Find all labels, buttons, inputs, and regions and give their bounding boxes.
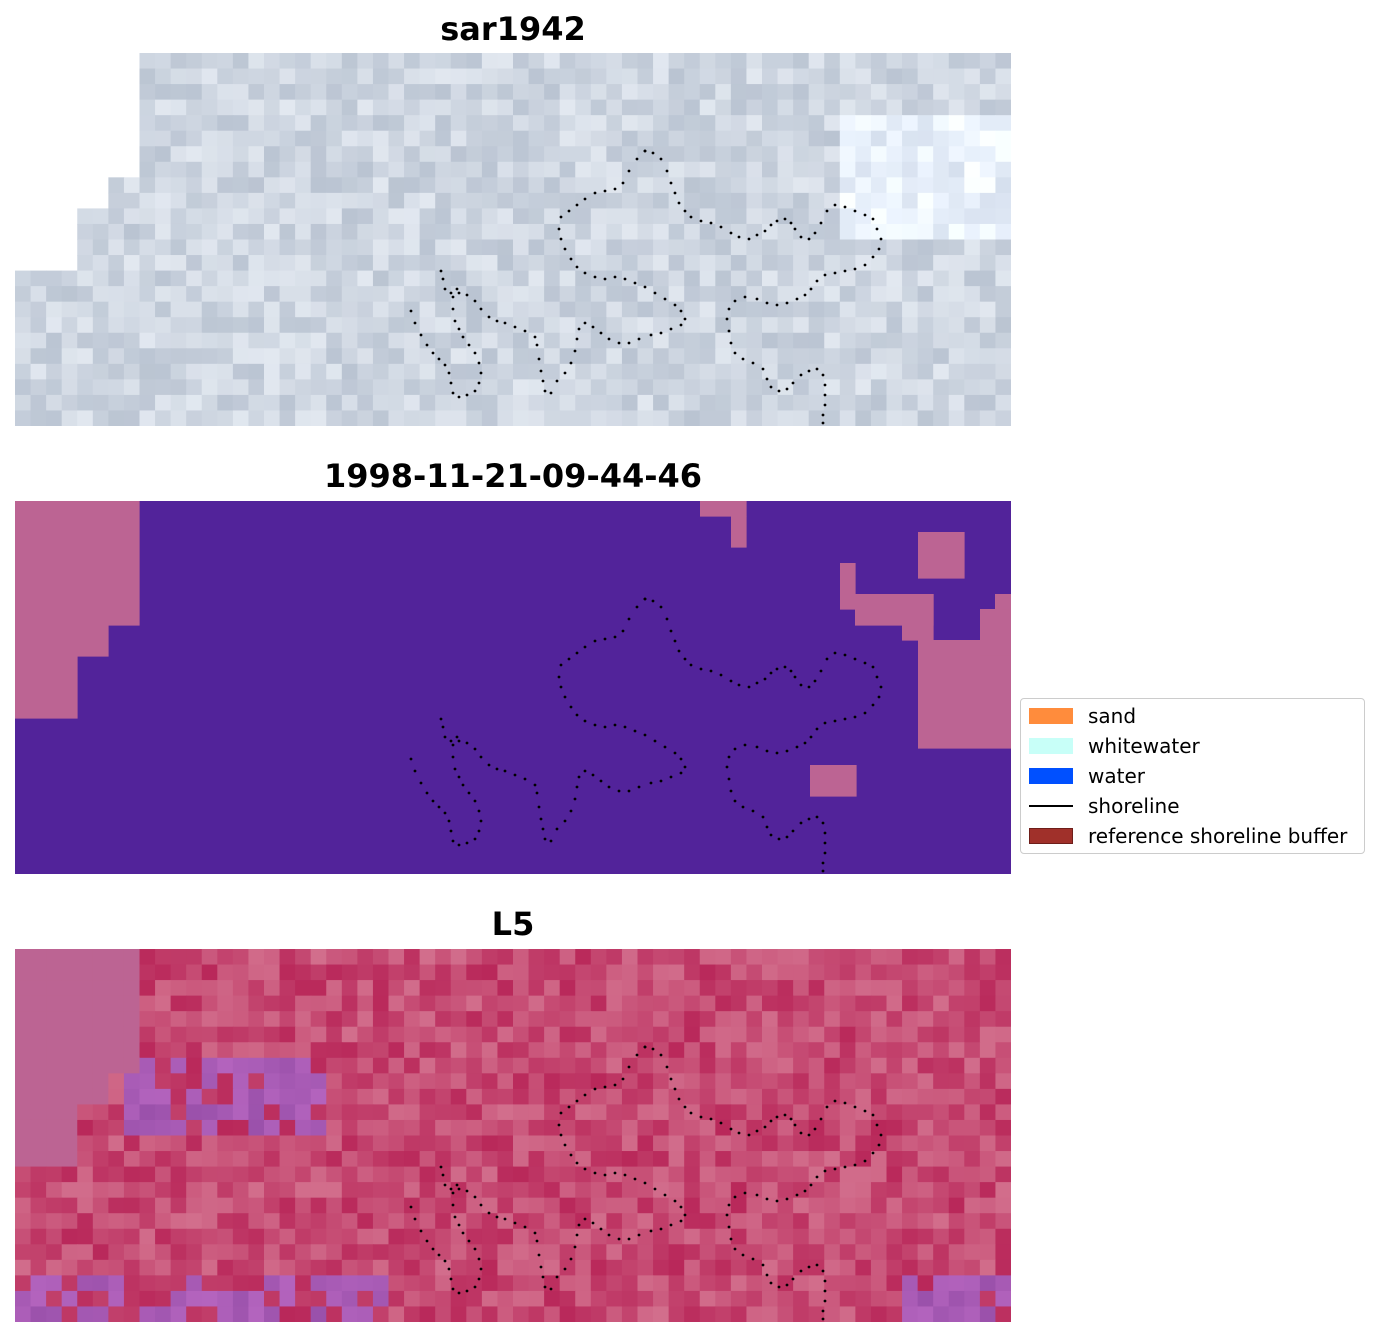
legend-swatch-buffer [1029, 828, 1073, 844]
legend-item-whitewater: whitewater [1029, 733, 1200, 759]
classified-pixels [15, 501, 1011, 874]
legend-label: shoreline [1088, 794, 1180, 818]
panel-title-sar1942: sar1942 [440, 10, 586, 48]
index-pixels [15, 949, 1011, 1322]
index-image-panel [15, 949, 1011, 1322]
panel-title-date: 1998-11-21-09-44-46 [323, 457, 703, 495]
sar-image-panel [15, 53, 1011, 426]
legend-label: water [1088, 764, 1145, 788]
legend-item-reference-shoreline-buffer: reference shoreline buffer [1029, 823, 1347, 849]
rgb-image-pixels [15, 53, 1011, 426]
legend-swatch-water [1029, 768, 1073, 784]
reference-shoreline-points [409, 597, 883, 873]
legend-label: reference shoreline buffer [1088, 824, 1348, 848]
legend-swatch-sand [1029, 708, 1073, 724]
legend-line-shoreline [1029, 805, 1073, 807]
legend: sand whitewater water shoreline referenc… [1020, 698, 1365, 854]
reference-shoreline-points [409, 1045, 883, 1321]
reference-shoreline-points [409, 149, 883, 425]
legend-label: sand [1088, 704, 1137, 728]
legend-item-shoreline: shoreline [1029, 793, 1180, 819]
legend-label: whitewater [1088, 734, 1200, 758]
legend-item-sand: sand [1029, 703, 1136, 729]
legend-item-water: water [1029, 763, 1145, 789]
legend-swatch-whitewater [1029, 738, 1073, 754]
classified-image-panel [15, 501, 1011, 874]
panel-title-l5: L5 [491, 905, 535, 943]
